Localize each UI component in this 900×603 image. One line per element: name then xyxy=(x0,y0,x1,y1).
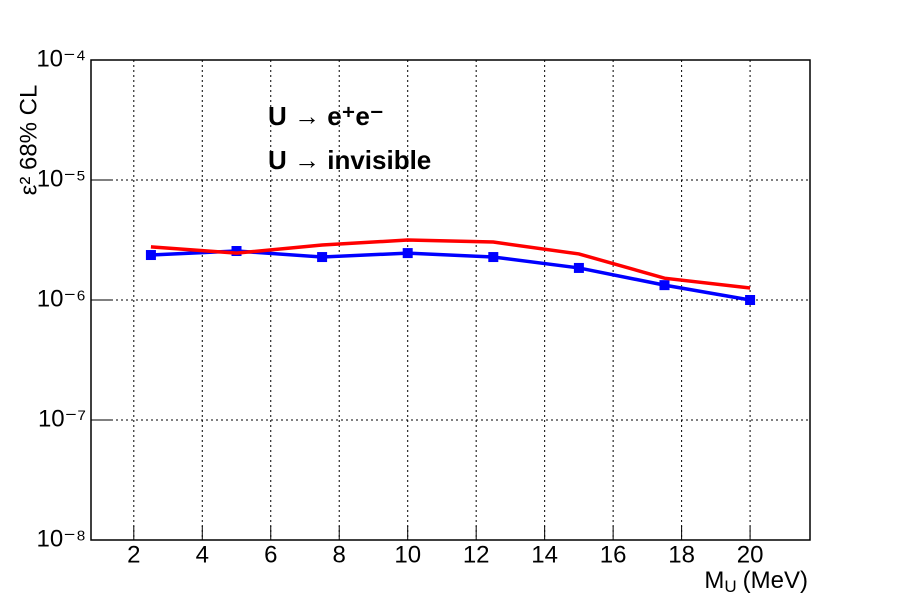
marker xyxy=(573,262,584,273)
x-tick-label: 12 xyxy=(463,541,490,568)
x-tick-label: 6 xyxy=(264,541,277,568)
x-axis-title: MU (MeV) xyxy=(704,567,808,596)
y-axis-title: ε² 68% CL xyxy=(15,85,42,196)
x-tick-label: 8 xyxy=(333,541,346,568)
marker xyxy=(659,280,670,291)
x-tick-label: 4 xyxy=(196,541,209,568)
marker xyxy=(317,252,328,263)
x-axis-title-main: M xyxy=(704,567,724,594)
y-tick-label: 10⁻⁷ xyxy=(38,405,86,432)
legend-entry: U → e⁺e⁻ xyxy=(268,101,384,131)
legend-entry: U → invisible xyxy=(268,145,431,175)
y-tick-label: 10⁻⁶ xyxy=(37,285,86,312)
x-tick-label: 18 xyxy=(668,541,695,568)
x-tick-label: 16 xyxy=(600,541,627,568)
x-axis-title-sub: U xyxy=(724,577,736,596)
y-tick-label: 10⁻⁸ xyxy=(37,525,87,552)
marker xyxy=(745,295,756,305)
marker xyxy=(231,246,242,257)
x-axis-title-unit: (MeV) xyxy=(743,567,808,594)
x-tick-label: 20 xyxy=(737,541,764,568)
marker xyxy=(488,252,499,263)
marker xyxy=(402,248,413,259)
x-tick-label: 2 xyxy=(127,541,140,568)
x-tick-label: 14 xyxy=(531,541,558,568)
y-tick-label: 10⁻⁴ xyxy=(36,45,86,72)
y-tick-label: 10⁻⁵ xyxy=(37,165,86,192)
x-tick-label: 10 xyxy=(394,541,421,568)
series-line xyxy=(150,238,751,290)
marker xyxy=(145,250,156,261)
